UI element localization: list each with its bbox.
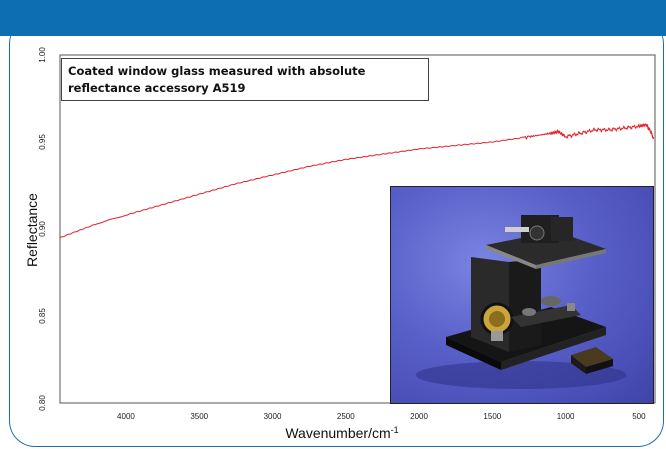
x-tick-label: 2500: [337, 412, 355, 421]
x-tick-label: 3500: [190, 412, 208, 421]
x-tick-label: 1000: [557, 412, 575, 421]
x-axis-label-text: Wavenumber/cm: [285, 425, 390, 441]
y-tick-label: 0.90: [38, 221, 47, 237]
accessory-photo: [390, 186, 654, 404]
panel-top: [9, 23, 664, 36]
x-axis-label-superscript: -1: [391, 425, 399, 435]
chart-annotation: Coated window glass measured with absolu…: [61, 58, 429, 101]
x-tick-label: 1500: [483, 412, 501, 421]
y-axis: 0.80 0.85 0.90 0.95 1.00: [38, 47, 47, 411]
series-line: [59, 123, 654, 238]
plot-frame: [59, 54, 656, 404]
x-tick-label: 500: [632, 412, 646, 421]
y-tick-label: 0.80: [38, 395, 47, 411]
accessory-illustration: [416, 215, 626, 389]
x-tick-label: 4000: [117, 412, 135, 421]
x-tick-label: 2000: [410, 412, 428, 421]
y-tick-label: 1.00: [38, 47, 47, 63]
y-axis-label: Reflectance: [24, 193, 40, 267]
y-tick-label: 0.85: [38, 308, 47, 324]
x-axis-label: Wavenumber/cm-1: [285, 425, 398, 441]
x-axis: 4000 3500 3000 2500 2000 1500 1000 500: [117, 412, 646, 421]
x-tick-label: 3000: [264, 412, 282, 421]
y-tick-label: 0.95: [38, 134, 47, 150]
